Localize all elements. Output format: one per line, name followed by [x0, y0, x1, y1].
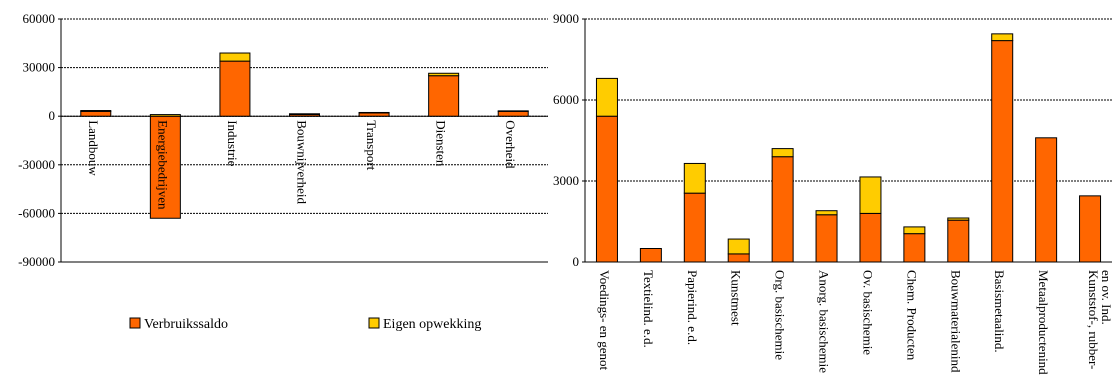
x-tick-label-line: Kunstmest: [729, 270, 744, 326]
bar-verbruikssaldo-chem-producten: [903, 233, 926, 263]
bar-verbruikssaldo-anorg-basischemie: [815, 214, 838, 263]
x-tick-label-kunststof-rubber-en-ov-ind: Kunststof-, rubber-en ov. Ind.: [1086, 270, 1112, 369]
x-tick-label-anorg-basischemie: Anorg. basischemie: [817, 270, 832, 373]
bar-eigen-opwekking-anorg-basischemie: [815, 210, 838, 216]
bar-verbruikssaldo-papierind-e-d: [683, 192, 706, 263]
bar-verbruikssaldo-kunststof-rubber-en-ov-ind: [1079, 195, 1102, 263]
bar-verbruikssaldo-overheid: [497, 110, 529, 117]
y-tick-label: 30000: [23, 60, 56, 75]
x-tick-label-line: Anorg. basischemie: [817, 270, 832, 373]
legend-label-verbruikssaldo: Verbruikssaldo: [144, 317, 228, 332]
y-tick-label: -90000: [18, 254, 55, 269]
x-tick-label-line: Org. basischemie: [773, 270, 788, 360]
x-tick-label-line: Landbouw: [86, 120, 101, 176]
bar-eigen-opwekking-industrie: [219, 52, 251, 62]
x-tick-label-papierind-e-d: Papierind. e.d.: [685, 270, 700, 345]
bar-eigen-opwekking-papierind-e-d: [683, 162, 706, 194]
x-tick-label-textielind-e-d: Textielind. e.d.: [641, 270, 656, 348]
legend-swatch-verbruikssaldo: [129, 317, 141, 329]
y-tick-label: -30000: [18, 157, 55, 172]
bar-eigen-opwekking-transport: [358, 111, 390, 114]
bar-eigen-opwekking-voedings-en-genot: [595, 77, 618, 117]
bar-eigen-opwekking-basismetaalind: [991, 33, 1014, 42]
legend-swatch-eigen-opwekking: [368, 317, 380, 329]
bar-verbruikssaldo-basismetaalind: [991, 40, 1014, 263]
bar-verbruikssaldo-diensten: [428, 75, 460, 117]
x-tick-label-line: Kunststof-, rubber-: [1086, 270, 1101, 369]
x-tick-label-metaalproductenind: Metaalproductenind: [1036, 270, 1051, 375]
x-tick-label-transport: Transport: [364, 120, 379, 170]
x-tick-label-line: Chem. Producten: [904, 270, 919, 361]
x-tick-label-line: Basismetaalind.: [992, 270, 1007, 353]
x-tick-label-line: Bouwmaterialenind: [948, 270, 963, 373]
legend-label-eigen-opwekking: Eigen opwekking: [383, 317, 481, 332]
bar-eigen-opwekking-ov-basischemie: [859, 176, 882, 214]
x-tick-label-energiebedrijven: Energiebedrijven: [155, 120, 170, 210]
y-tick-label: 60000: [23, 11, 56, 26]
right-chart: 0 3000 6000 9000 Voedings- en genot Textielin…: [553, 11, 1112, 375]
bar-verbruikssaldo-bouwmaterialenind: [947, 219, 970, 263]
x-tick-label-industrie: Industrie: [225, 120, 240, 166]
y-tick-label: -60000: [18, 205, 55, 220]
bar-verbruikssaldo-ov-basischemie: [859, 212, 882, 263]
bar-eigen-opwekking-energiebedrijven: [149, 114, 181, 117]
bar-eigen-opwekking-landbouw: [80, 110, 112, 112]
x-tick-label-voedings-en-genot: Voedings- en genot: [597, 270, 612, 371]
bar-verbruikssaldo-textielind-e-d: [639, 248, 662, 263]
y-tick-label: 0: [573, 254, 580, 269]
bar-eigen-opwekking-overheid: [497, 110, 529, 112]
x-tick-label-diensten: Diensten: [434, 120, 449, 167]
bar-verbruikssaldo-org-basischemie: [771, 156, 794, 263]
legend: Verbruikssaldo Eigen opwekking: [129, 317, 481, 332]
x-tick-label-line: Ov. basischemie: [860, 270, 875, 355]
x-tick-label-line: Diensten: [434, 120, 449, 167]
y-tick-label: 9000: [553, 11, 579, 26]
x-tick-label-bouwmaterialenind: Bouwmaterialenind: [948, 270, 963, 373]
x-tick-label-bouwnijverheid: Bouwnijverheid: [295, 120, 310, 204]
x-tick-label-chem-producten: Chem. Producten: [904, 270, 919, 361]
x-tick-label-line: Textielind. e.d.: [641, 270, 656, 348]
bar-eigen-opwekking-kunstmest: [727, 238, 750, 255]
bar-verbruikssaldo-voedings-en-genot: [595, 115, 618, 263]
bar-eigen-opwekking-bouwmaterialenind: [947, 217, 970, 221]
bar-verbruikssaldo-landbouw: [80, 110, 112, 117]
bar-verbruikssaldo-metaalproductenind: [1035, 137, 1058, 263]
legend-item-eigen-opwekking: Eigen opwekking: [368, 317, 481, 332]
left-chart: 60000 30000 0 -30000 -60000 -90000 Landbouw Ene…: [18, 11, 548, 269]
y-tick-label: 6000: [553, 92, 579, 107]
x-tick-label-landbouw: Landbouw: [86, 120, 101, 176]
x-tick-label-org-basischemie: Org. basischemie: [773, 270, 788, 360]
x-tick-label-line: Industrie: [225, 120, 240, 166]
x-tick-label-line: Papierind. e.d.: [685, 270, 700, 345]
x-tick-label-line: en ov. Ind.: [1099, 270, 1112, 325]
bar-eigen-opwekking-bouwnijverheid: [289, 113, 320, 116]
x-tick-label-line: Bouwnijverheid: [295, 120, 310, 204]
x-tick-label-basismetaalind: Basismetaalind.: [992, 270, 1007, 353]
bar-verbruikssaldo-industrie: [219, 60, 251, 117]
bar-eigen-opwekking-org-basischemie: [771, 148, 794, 158]
bar-eigen-opwekking-chem-producten: [903, 226, 926, 235]
y-tick-label: 3000: [553, 173, 579, 188]
x-tick-label-line: Metaalproductenind: [1036, 270, 1051, 375]
y-tick-label: 0: [49, 108, 56, 123]
x-tick-label-overheid: Overheid: [503, 120, 518, 169]
bar-verbruikssaldo-kunstmest: [727, 253, 750, 263]
x-tick-label-ov-basischemie: Ov. basischemie: [860, 270, 875, 355]
bar-eigen-opwekking-diensten: [428, 72, 460, 77]
x-tick-label-kunstmest: Kunstmest: [729, 270, 744, 326]
x-tick-label-line: Overheid: [503, 120, 518, 169]
x-tick-label-line: Transport: [364, 120, 379, 170]
bar-verbruikssaldo-energiebedrijven: [149, 115, 181, 219]
legend-item-verbruikssaldo: Verbruikssaldo: [129, 317, 228, 332]
x-tick-label-line: Energiebedrijven: [155, 120, 170, 210]
x-tick-label-line: Voedings- en genot: [597, 270, 612, 371]
